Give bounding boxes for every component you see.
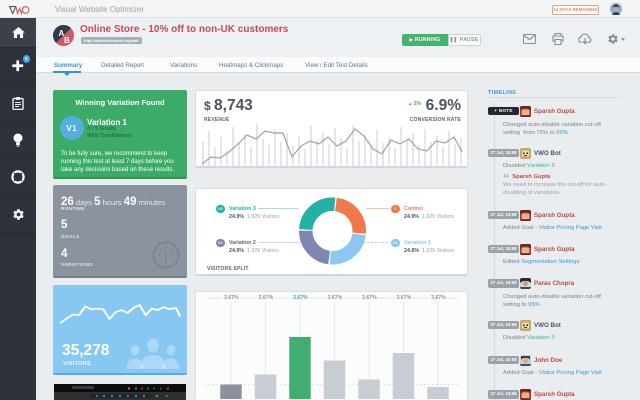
svg-text:A: A [59,29,65,38]
svg-text:B: B [64,36,70,45]
